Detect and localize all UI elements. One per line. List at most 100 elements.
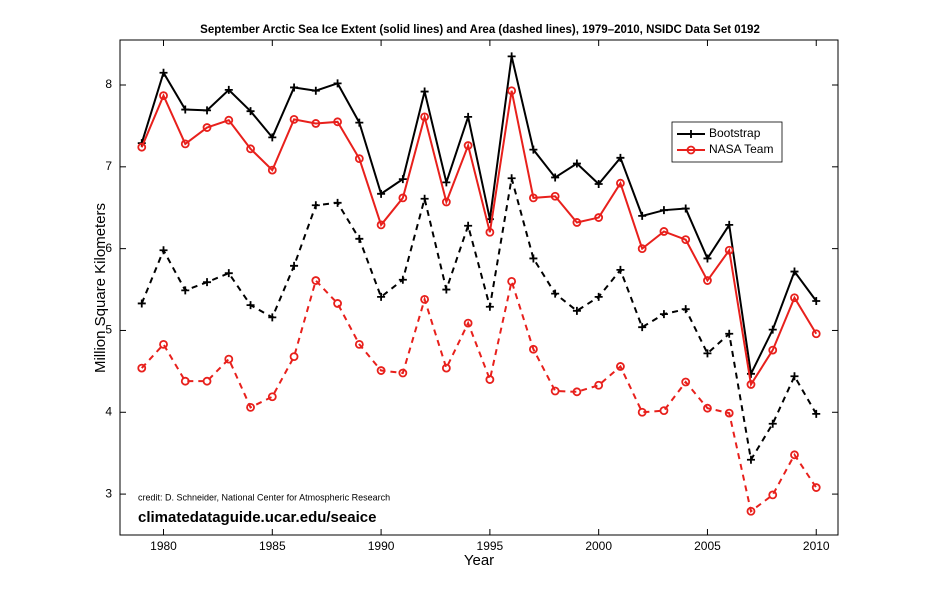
marker <box>246 301 255 310</box>
marker <box>290 83 299 92</box>
marker <box>659 310 668 319</box>
marker <box>790 372 799 381</box>
marker <box>572 159 581 168</box>
marker <box>572 387 582 397</box>
marker <box>485 227 495 237</box>
marker <box>724 408 734 418</box>
marker <box>746 380 756 389</box>
marker <box>507 52 516 61</box>
marker <box>333 117 342 127</box>
marker <box>267 165 277 175</box>
marker <box>464 112 473 121</box>
marker <box>703 349 712 358</box>
marker <box>355 234 364 243</box>
marker <box>746 455 755 464</box>
marker <box>333 299 342 308</box>
marker <box>202 376 212 386</box>
marker <box>180 376 190 386</box>
marker <box>507 86 517 96</box>
marker <box>159 246 168 255</box>
marker <box>159 339 168 349</box>
marker <box>159 68 168 77</box>
legend-box <box>671 121 783 163</box>
marker <box>376 220 386 230</box>
credit-note: credit: D. Schneider, National Center fo… <box>138 492 390 502</box>
marker <box>659 406 669 416</box>
marker <box>137 142 147 152</box>
marker <box>463 141 473 150</box>
marker <box>616 153 625 162</box>
marker <box>289 114 299 124</box>
marker <box>659 206 668 215</box>
marker <box>224 269 233 278</box>
marker <box>311 86 320 95</box>
marker <box>246 144 255 154</box>
marker <box>528 344 538 354</box>
marker <box>420 294 430 304</box>
y-tick-label: 7 <box>105 159 112 173</box>
marker <box>790 450 799 460</box>
x-tick-label: 2010 <box>803 539 830 553</box>
marker <box>333 79 342 88</box>
marker <box>267 392 277 402</box>
marker <box>202 123 212 132</box>
marker <box>398 368 408 378</box>
marker <box>811 483 821 492</box>
marker <box>681 377 691 387</box>
marker <box>637 407 647 417</box>
marker <box>529 145 538 154</box>
marker <box>703 254 712 263</box>
area-line <box>140 178 818 463</box>
marker <box>811 329 821 339</box>
marker <box>464 221 473 230</box>
marker <box>137 299 146 308</box>
source-url: climatedataguide.ucar.edu/seaice <box>138 509 376 526</box>
extent-line <box>140 56 818 378</box>
marker <box>442 285 451 294</box>
x-tick-label: 1985 <box>259 539 286 553</box>
marker <box>311 119 321 128</box>
marker <box>703 403 712 413</box>
marker <box>420 112 430 122</box>
marker <box>268 313 277 322</box>
marker <box>768 325 777 334</box>
marker <box>637 244 647 254</box>
marker <box>268 133 277 142</box>
marker <box>442 178 451 187</box>
marker <box>224 115 234 125</box>
marker <box>441 197 451 207</box>
marker <box>398 193 408 203</box>
marker <box>441 363 451 373</box>
marker <box>420 87 429 96</box>
marker <box>224 354 234 364</box>
x-tick-label: 2000 <box>585 539 612 553</box>
marker <box>377 189 386 198</box>
area-line <box>141 277 818 514</box>
marker <box>224 85 233 94</box>
marker <box>550 386 560 396</box>
marker <box>687 130 695 138</box>
marker <box>594 292 603 301</box>
marker <box>529 254 538 263</box>
x-axis-label: Year <box>464 552 494 569</box>
marker <box>203 106 212 115</box>
marker <box>507 276 517 286</box>
marker <box>594 213 604 222</box>
marker <box>203 278 212 287</box>
chart-title: September Arctic Sea Ice Extent (solid l… <box>200 24 760 36</box>
x-tick-label: 1995 <box>477 539 504 553</box>
marker <box>290 261 299 270</box>
x-tick-label: 2005 <box>694 539 721 553</box>
marker <box>398 175 407 184</box>
marker <box>333 198 342 207</box>
marker <box>354 339 364 349</box>
marker <box>725 220 734 229</box>
extent-line <box>140 90 818 388</box>
x-tick-label: 1990 <box>368 539 395 553</box>
y-tick-label: 3 <box>105 486 112 500</box>
marker <box>790 293 799 303</box>
marker <box>768 345 778 355</box>
marker <box>746 506 756 516</box>
marker <box>638 323 647 332</box>
marker <box>181 286 190 295</box>
